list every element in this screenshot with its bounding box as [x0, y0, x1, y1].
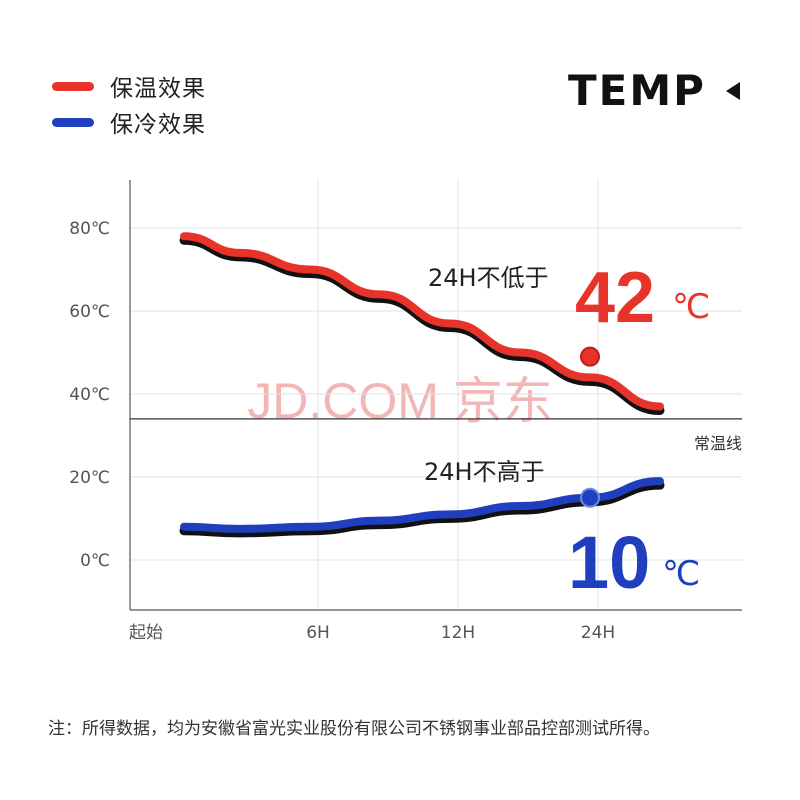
annotation-unit-cold: ℃ [662, 554, 700, 594]
annotation-marker-1 [580, 487, 600, 508]
annotation-marker-0 [580, 346, 600, 367]
annotation-value-cold: 10 [568, 521, 650, 604]
legend-label-warm: 保温效果 [110, 76, 206, 102]
y-tick-label: 20℃ [69, 468, 110, 488]
x-tick-label: 12H [441, 623, 475, 643]
legend-swatch-warm [52, 81, 94, 91]
series-line-warm [180, 232, 664, 411]
annotation-value-warm: 42 [575, 258, 655, 338]
y-tick-label: 60℃ [69, 302, 110, 322]
annotation-prefix-warm: 24H不低于 [428, 264, 549, 292]
watermark: JD.COM 京东 [247, 373, 553, 429]
x-tick-label: 6H [306, 623, 330, 643]
x-tick-label: 起始 [129, 623, 163, 643]
legend-swatch-cold [52, 117, 94, 127]
annotation-prefix-cold: 24H不高于 [424, 458, 545, 486]
triangle-left-icon [725, 81, 740, 100]
footnote: 注：所得数据，均为安徽省富光实业股份有限公司不锈钢事业部品控部测试所得。 [48, 719, 660, 739]
brand-text: TEMP [568, 66, 706, 115]
legend-label-cold: 保冷效果 [110, 112, 206, 138]
x-tick-label: 24H [581, 623, 615, 643]
annotation-unit-warm: ℃ [672, 287, 710, 327]
y-tick-label: 0℃ [80, 551, 110, 571]
y-tick-label: 80℃ [69, 219, 110, 239]
y-tick-label: 40℃ [69, 385, 110, 405]
brand-logo: TEMP [568, 66, 740, 115]
legend-item-cold: 保冷效果 [52, 104, 206, 140]
legend-item-warm: 保温效果 [52, 68, 206, 104]
reference-line-label: 常温线 [694, 434, 742, 453]
legend: 保温效果 保冷效果 [52, 68, 206, 140]
